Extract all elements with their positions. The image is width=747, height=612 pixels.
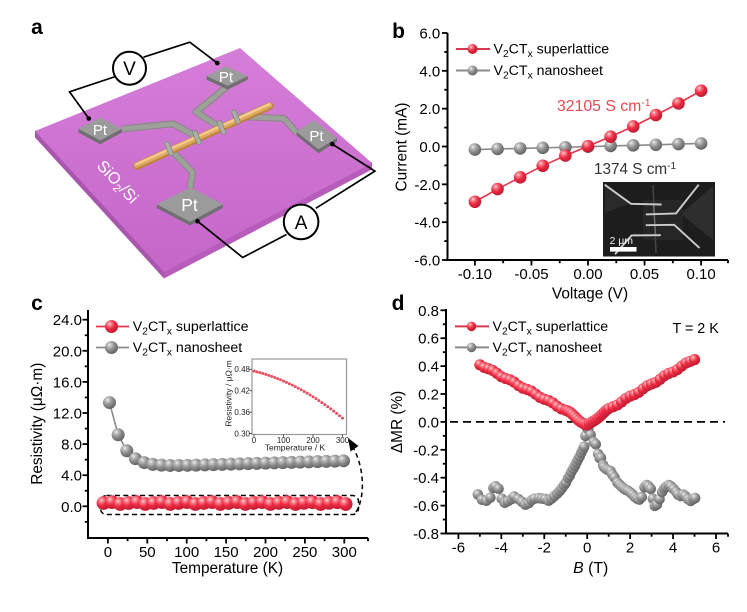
svg-text:V: V — [123, 59, 136, 80]
svg-text:1374 S cm-1: 1374 S cm-1 — [594, 161, 677, 178]
svg-text:A: A — [295, 213, 308, 234]
svg-text:0.0: 0.0 — [418, 414, 439, 431]
svg-text:-0.8: -0.8 — [413, 526, 439, 543]
svg-text:24.0: 24.0 — [53, 312, 82, 329]
svg-text:12.0: 12.0 — [53, 406, 82, 423]
svg-text:100: 100 — [277, 436, 291, 445]
svg-text:4.0: 4.0 — [419, 63, 440, 80]
svg-text:b: b — [392, 20, 405, 43]
svg-text:Resistivity (μΩ·m): Resistivity (μΩ·m) — [29, 363, 46, 485]
svg-text:20.0: 20.0 — [53, 343, 82, 360]
svg-text:0.2: 0.2 — [418, 387, 439, 404]
svg-text:Resistivity / μΩ·m: Resistivity / μΩ·m — [224, 360, 234, 427]
svg-text:4.0: 4.0 — [61, 468, 82, 485]
svg-text:-4.0: -4.0 — [414, 215, 440, 232]
svg-text:200: 200 — [253, 544, 278, 561]
svg-text:0.8: 0.8 — [418, 303, 439, 320]
svg-text:V2CTx superlattice: V2CTx superlattice — [494, 41, 610, 60]
svg-text:-6.0: -6.0 — [414, 253, 440, 270]
svg-text:a: a — [31, 16, 43, 39]
svg-text:-0.10: -0.10 — [458, 266, 492, 283]
svg-text:Temperature / K: Temperature / K — [265, 443, 326, 453]
svg-text:T = 2 K: T = 2 K — [673, 321, 720, 337]
svg-text:0: 0 — [252, 436, 257, 445]
svg-text:0.30: 0.30 — [234, 429, 250, 438]
svg-text:300: 300 — [336, 436, 350, 445]
svg-text:-0.4: -0.4 — [413, 470, 439, 487]
svg-text:ΔMR (%): ΔMR (%) — [389, 391, 406, 453]
svg-text:6: 6 — [712, 540, 720, 557]
svg-text:V2CTx nanosheet: V2CTx nanosheet — [494, 63, 603, 82]
svg-text:-2.0: -2.0 — [414, 177, 440, 194]
svg-text:-4: -4 — [495, 540, 508, 557]
svg-text:Voltage (V): Voltage (V) — [552, 286, 628, 303]
svg-text:V2CTx superlattice: V2CTx superlattice — [493, 319, 609, 338]
svg-text:0.05: 0.05 — [630, 266, 659, 283]
svg-text:0.00: 0.00 — [573, 266, 602, 283]
svg-text:2.0: 2.0 — [419, 101, 440, 118]
svg-text:-0.6: -0.6 — [413, 498, 439, 515]
svg-text:0.0: 0.0 — [61, 499, 82, 516]
svg-text:150: 150 — [214, 544, 239, 561]
svg-text:0: 0 — [583, 540, 591, 557]
svg-text:V2CTx nanosheet: V2CTx nanosheet — [133, 340, 242, 359]
svg-text:B (T): B (T) — [573, 560, 608, 577]
svg-text:0.0: 0.0 — [419, 139, 440, 156]
svg-text:2 μm: 2 μm — [610, 235, 634, 247]
svg-text:6.0: 6.0 — [419, 26, 440, 43]
svg-text:0.10: 0.10 — [686, 266, 715, 283]
svg-text:4: 4 — [669, 540, 677, 557]
svg-text:0.6: 0.6 — [418, 331, 439, 348]
svg-text:50: 50 — [139, 544, 156, 561]
svg-text:Pt: Pt — [181, 195, 198, 215]
svg-text:0: 0 — [104, 544, 112, 561]
svg-text:d: d — [392, 292, 405, 315]
svg-text:-0.2: -0.2 — [413, 442, 439, 459]
svg-text:100: 100 — [174, 544, 199, 561]
svg-text:16.0: 16.0 — [53, 374, 82, 391]
svg-text:V2CTx superlattice: V2CTx superlattice — [133, 319, 249, 338]
svg-text:0.4: 0.4 — [418, 359, 439, 376]
svg-text:8.0: 8.0 — [61, 437, 82, 454]
svg-text:0.48: 0.48 — [234, 365, 250, 374]
svg-text:-2: -2 — [538, 540, 551, 557]
svg-text:2: 2 — [626, 540, 634, 557]
svg-text:32105 S cm-1: 32105 S cm-1 — [557, 97, 651, 115]
svg-text:-0.05: -0.05 — [514, 266, 548, 283]
svg-text:Current (mA): Current (mA) — [394, 103, 411, 192]
svg-text:Pt: Pt — [93, 122, 108, 139]
svg-text:0.42: 0.42 — [234, 387, 250, 396]
svg-text:c: c — [31, 292, 43, 315]
svg-text:-6: -6 — [452, 540, 465, 557]
svg-text:Pt: Pt — [219, 69, 234, 86]
svg-text:300: 300 — [332, 544, 357, 561]
svg-text:Pt: Pt — [309, 128, 324, 145]
svg-text:200: 200 — [306, 436, 320, 445]
svg-text:0.36: 0.36 — [234, 408, 250, 417]
svg-text:Temperature (K): Temperature (K) — [172, 560, 283, 577]
svg-text:V2CTx nanosheet: V2CTx nanosheet — [493, 340, 602, 359]
svg-text:250: 250 — [292, 544, 317, 561]
